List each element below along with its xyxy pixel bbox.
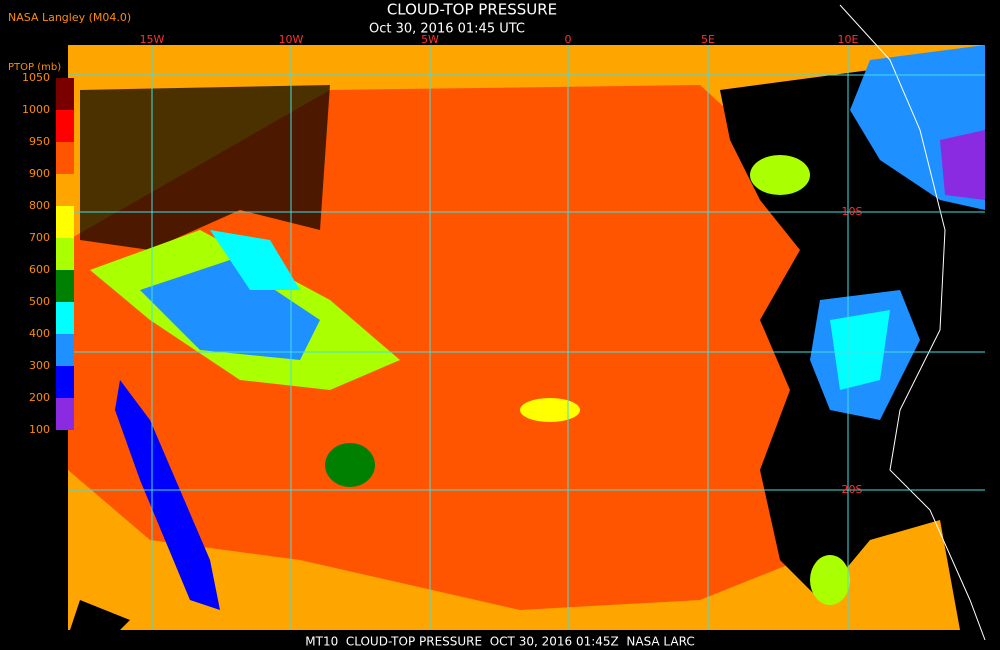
longitude-label: 5W (421, 33, 439, 46)
latitude-label: 10S (842, 205, 863, 218)
legend-tick-label: 1000 (22, 103, 50, 116)
legend-swatch (56, 78, 74, 110)
legend: 1050 1000 950 900 800 700 600 500 400 300 200 100 (22, 71, 74, 436)
legend-swatch (56, 334, 74, 366)
legend-swatch (56, 270, 74, 302)
map-image (68, 4, 986, 641)
cloud-highest (940, 130, 985, 200)
graticule: 15W 10W 5W 0 5E 10E 10S 20S (68, 33, 985, 630)
legend-swatch (56, 366, 74, 398)
legend-swatch (56, 174, 74, 206)
source-label: NASA Langley (M04.0) (8, 11, 131, 24)
title: CLOUD-TOP PRESSURE (387, 1, 557, 19)
legend-tick-label: 700 (29, 231, 50, 244)
legend-tick-label: 500 (29, 295, 50, 308)
longitude-label: 0 (565, 33, 572, 46)
longitude-label: 10W (279, 33, 304, 46)
legend-tick-label: 100 (29, 423, 50, 436)
footer: MT10 CLOUD-TOP PRESSURE OCT 30, 2016 01:… (305, 635, 694, 649)
legend-swatch (56, 110, 74, 142)
cloud-low (810, 555, 850, 605)
legend-title: PTOP (mb) (8, 62, 61, 73)
cloud-mid (210, 230, 300, 290)
legend-tick-label: 900 (29, 167, 50, 180)
legend-swatch (56, 238, 74, 270)
longitude-label: 15W (140, 33, 165, 46)
subtitle: Oct 30, 2016 01:45 UTC (369, 22, 525, 37)
land (70, 600, 130, 630)
legend-tick-label: 950 (29, 135, 50, 148)
legend-tick-label: 200 (29, 391, 50, 404)
cloud-mid (830, 310, 890, 390)
cloud-low (520, 398, 580, 422)
legend-swatch (56, 302, 74, 334)
legend-tick-label: 800 (29, 199, 50, 212)
cloud-high (140, 260, 320, 360)
legend-tick-label: 600 (29, 263, 50, 276)
cloud-low (750, 155, 810, 195)
longitude-label: 5E (701, 33, 715, 46)
longitude-label: 10E (838, 33, 859, 46)
clear-sky (80, 85, 330, 250)
legend-tick-label: 400 (29, 327, 50, 340)
legend-swatch (56, 398, 74, 430)
latitude-label: 20S (842, 483, 863, 496)
cloud-high (115, 380, 220, 610)
legend-swatch (56, 206, 74, 238)
cloud-mid (325, 443, 375, 487)
legend-tick-label: 300 (29, 359, 50, 372)
coastline (839, 4, 986, 641)
legend-swatch (56, 142, 74, 174)
legend-tick-label: 1050 (22, 71, 50, 84)
